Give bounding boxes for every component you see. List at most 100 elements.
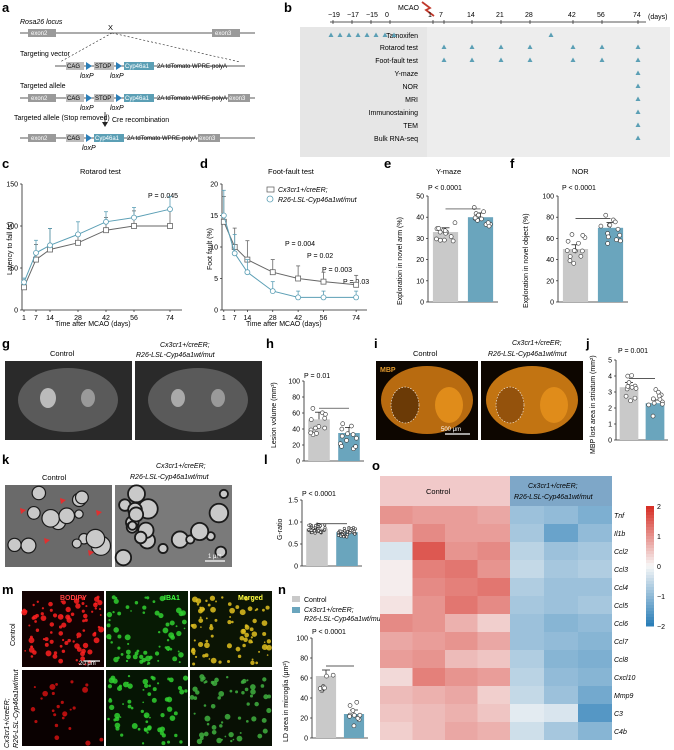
data-point: [21, 284, 27, 291]
data-point: [324, 673, 329, 679]
tem-axon: [127, 484, 146, 504]
micrograph-speck: [112, 610, 115, 614]
schedule-marker: [635, 135, 641, 140]
x-tick-label: 42: [294, 315, 302, 322]
panel-d: d Foot-fault test Foot fault (%) Time af…: [200, 156, 369, 328]
data-point: [75, 239, 81, 246]
colorbar-segment: [646, 530, 654, 534]
micrograph-speck: [146, 596, 150, 600]
timeline-tick-label: −15: [366, 12, 378, 19]
ymaze-title: Y-maze: [436, 167, 461, 176]
micrograph-speck: [178, 652, 184, 658]
colorbar-segment: [646, 575, 654, 579]
heatmap-row-label: Ccl8: [614, 657, 628, 664]
mbp-treated-contralateral: [540, 387, 568, 423]
vector-loxp-2: [116, 62, 122, 70]
heatmap-cell: [477, 542, 510, 560]
schedule-marker: [635, 44, 641, 49]
heatmap-cell: [445, 578, 478, 596]
micrograph-speck: [201, 676, 206, 681]
heatmap: Tnf Il1b Ccl2 Ccl3 Ccl4 Ccl5 Ccl6 Ccl7 Ccl8 Cxcl1…: [380, 506, 636, 740]
micrograph-speck: [49, 608, 53, 612]
colorbar-segment: [646, 599, 654, 603]
heatmap-cell: [412, 686, 445, 704]
schedule-marker: [441, 44, 447, 49]
heatmap-cell: [445, 632, 478, 650]
micrograph-specks: [21, 595, 272, 746]
y-tick-label: 2: [608, 406, 612, 413]
colorbar-segment: [646, 563, 654, 567]
footfault-xlabel: Time after MCAO (days): [246, 321, 322, 328]
micrograph-speck: [42, 690, 48, 697]
micrograph-speck: [243, 637, 248, 643]
data-point: [571, 261, 577, 266]
removed-exon3: [198, 134, 220, 142]
micrograph-speck: [251, 658, 254, 661]
heatmap-cell: [380, 614, 413, 632]
heatmap-cell: [578, 578, 612, 596]
data-point: [357, 712, 363, 718]
data-point: [633, 386, 639, 391]
micrograph-speck: [266, 654, 269, 656]
data-point: [323, 526, 327, 530]
schedule-marker: [527, 57, 533, 62]
allele-stop: [94, 94, 114, 102]
panel-label-n: n: [278, 582, 286, 597]
micrograph-speck: [94, 596, 100, 602]
data-point: [614, 237, 619, 243]
micrograph-speck: [40, 697, 43, 700]
panel-a: a Rosa26 locus exon2 exon3 X Targeting v…: [2, 0, 255, 152]
ld-chart: 0 20 40 60 80 100: [296, 636, 368, 743]
y-tick-label: 20: [210, 182, 218, 189]
heatmap-cell: [510, 506, 544, 524]
data-point: [340, 421, 346, 427]
data-point: [605, 241, 610, 246]
micrograph-speck: [68, 727, 72, 730]
x-tick-label: 7: [233, 315, 237, 322]
micrograph-speck: [166, 706, 173, 712]
micrograph-speck: [51, 691, 55, 696]
micrograph-speck: [179, 689, 185, 695]
gratio-pvalue: P < 0.0001: [302, 491, 336, 498]
micrograph-speck: [30, 655, 34, 658]
y-tick-label: 0: [608, 438, 612, 445]
y-tick-label: 60: [292, 411, 300, 418]
schedule-marker: [599, 57, 605, 62]
vector-loxp-1: [86, 62, 92, 70]
heatmap-cell: [380, 686, 413, 704]
micrograph-speck: [149, 716, 151, 719]
micrograph-speck: [196, 738, 203, 745]
micrograph-speck: [224, 713, 231, 720]
removed-gene: [94, 134, 124, 142]
micrograph-speck: [157, 727, 163, 733]
schedule-marker: [346, 32, 352, 37]
data-point: [342, 526, 346, 530]
heatmap-cell: [477, 524, 510, 542]
bar: [467, 217, 494, 302]
micrograph-speck: [137, 727, 141, 731]
timeline-tick-label: −19: [328, 12, 340, 19]
micrograph-speck: [168, 677, 174, 683]
bar: [619, 387, 639, 440]
heatmap-cell: [412, 578, 445, 596]
schedule-marker: [570, 57, 576, 62]
bar: [645, 403, 665, 440]
y-tick-label: 150: [6, 182, 18, 189]
x-tick-label: 74: [166, 315, 174, 322]
data-point: [481, 209, 486, 215]
micrograph-speck: [262, 608, 265, 612]
panel-label-g: g: [2, 336, 10, 351]
footfault-p1: P = 0.004: [285, 241, 315, 248]
micrograph-speck: [150, 675, 154, 680]
micrograph-speck: [196, 603, 200, 606]
micrograph-speck: [173, 598, 176, 600]
allele-gene-label: Cyp46a1: [125, 96, 150, 102]
micrograph-speck: [244, 632, 250, 638]
data-point: [343, 529, 347, 533]
bar: [315, 676, 337, 738]
micrograph-speck: [244, 687, 249, 692]
colorbar-segment: [646, 542, 654, 546]
micrograph-speck: [177, 685, 183, 691]
schedule-marker: [355, 32, 361, 37]
heatmap-cell: [477, 578, 510, 596]
